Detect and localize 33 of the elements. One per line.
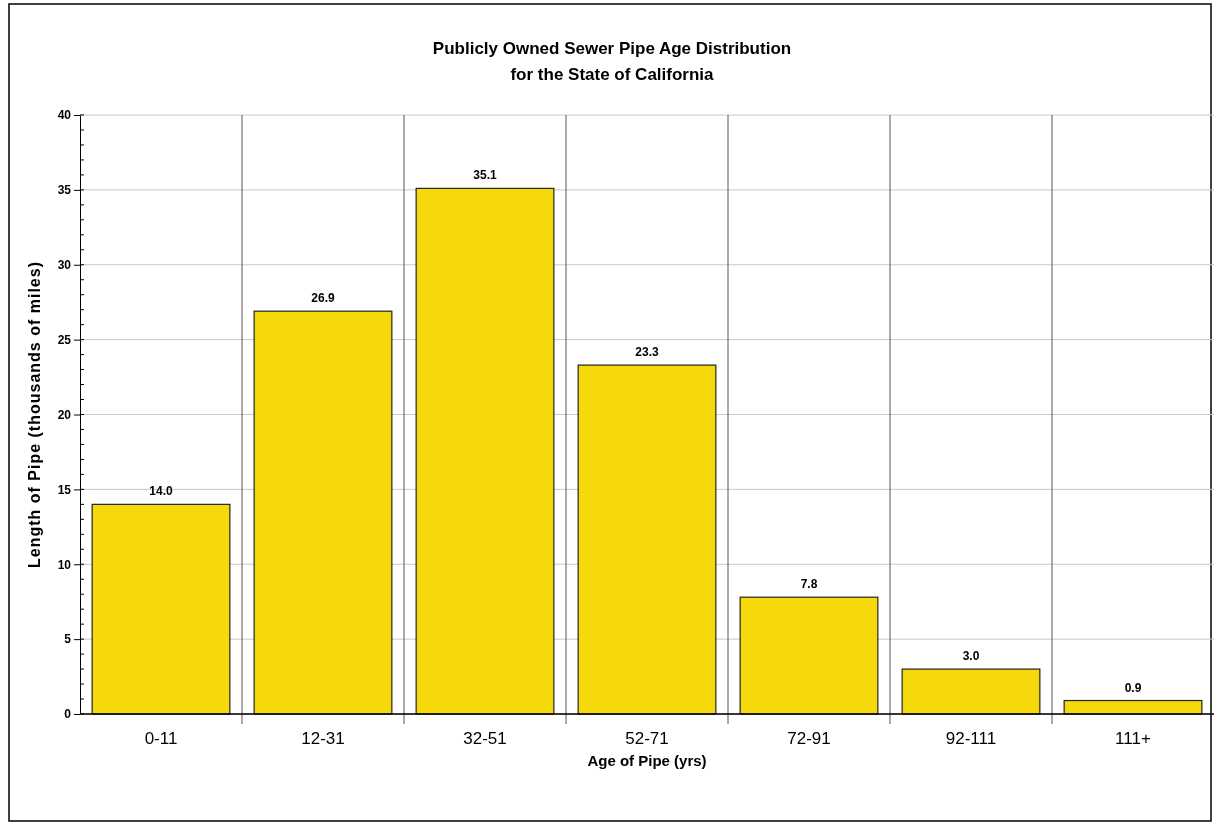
y-axis-title: Length of Pipe (thousands of miles) — [26, 261, 43, 568]
y-tick-label: 40 — [57, 108, 72, 123]
y-tick-label: 5 — [64, 632, 72, 647]
y-tick-label: 10 — [57, 557, 72, 572]
bar — [739, 596, 879, 715]
y-tick-label: 35 — [57, 183, 72, 198]
chart-title: Publicly Owned Sewer Pipe Age Distribution for the State of California — [432, 39, 792, 84]
y-tick-label: 15 — [57, 482, 72, 497]
bar — [415, 187, 555, 715]
x-tick-label: 92-111 — [945, 729, 997, 749]
x-tick-label: 0-11 — [144, 729, 178, 749]
bar — [1063, 699, 1203, 715]
y-tick-label: 0 — [64, 707, 72, 722]
x-tick-label: 111+ — [1115, 729, 1151, 749]
y-tick-label: 30 — [57, 258, 72, 273]
y-tick-label: 25 — [57, 332, 72, 347]
x-axis-title: Age of Pipe (yrs) — [587, 752, 707, 769]
data-label: 26.9 — [311, 291, 335, 306]
bar — [91, 503, 231, 715]
x-tick-label: 52-71 — [625, 729, 669, 749]
x-tick-label: 72-91 — [787, 729, 831, 749]
data-label: 0.9 — [1124, 680, 1142, 695]
data-label: 23.3 — [635, 345, 659, 360]
data-label: 3.0 — [962, 649, 980, 664]
data-label: 35.1 — [473, 168, 497, 183]
data-label: 14.0 — [149, 484, 173, 499]
bar — [577, 364, 717, 715]
data-label: 7.8 — [800, 577, 818, 592]
bar — [253, 310, 393, 715]
x-tick-label: 12-31 — [301, 729, 345, 749]
bar — [901, 668, 1041, 715]
x-tick-label: 32-51 — [463, 729, 507, 749]
y-tick-label: 20 — [57, 407, 72, 422]
